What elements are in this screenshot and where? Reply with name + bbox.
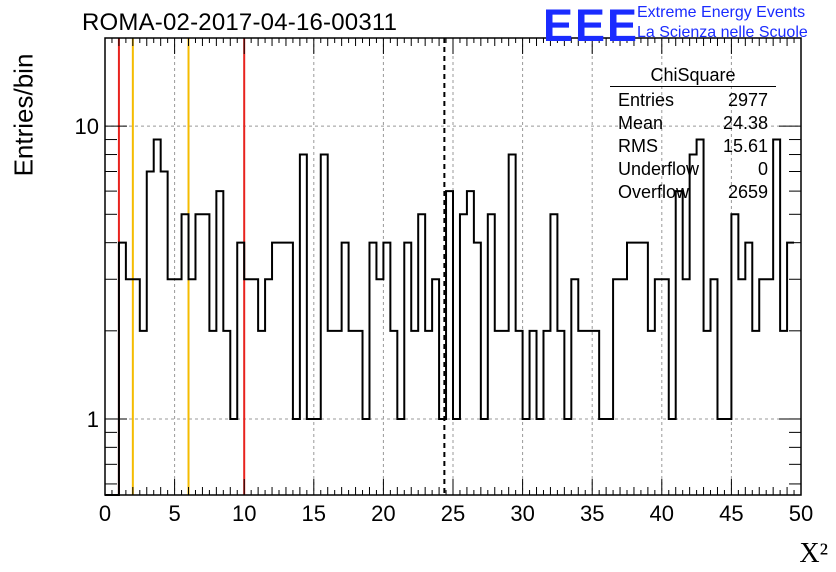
y-tick-label: 10	[75, 114, 99, 139]
logo-subtitle-1: Extreme Energy Events	[637, 4, 806, 21]
stats-row-underflow: Underflow 0	[618, 159, 768, 179]
x-tick-label: 40	[650, 501, 674, 526]
stats-row-overflow: Overflow 2659	[618, 182, 768, 202]
x-tick-label: 5	[168, 501, 180, 526]
x-tick-label: 35	[580, 501, 604, 526]
x-tick-label: 10	[232, 501, 256, 526]
logo-subtitle-2: La Scienza nelle Scuole	[637, 24, 808, 41]
stats-row-mean: Mean 24.38	[618, 113, 768, 133]
x-tick-label: 25	[441, 501, 465, 526]
x-tick-label: 30	[510, 501, 534, 526]
stats-row-rms: RMS 15.61	[618, 136, 768, 156]
y-tick-label: 1	[87, 407, 99, 432]
x-tick-label: 0	[99, 501, 111, 526]
x-tick-label: 45	[719, 501, 743, 526]
x-tick-label: 50	[789, 501, 813, 526]
chart-title: ROMA-02-2017-04-16-00311	[82, 9, 398, 36]
x-axis-label: X²	[799, 538, 828, 569]
eee-logo: EEE	[543, 0, 640, 51]
stats-box: ChiSquare Entries 2977 Mean 24.38 RMS 15.61…	[610, 65, 776, 204]
histogram-line	[105, 138, 795, 496]
stats-title: ChiSquare	[610, 65, 776, 87]
y-axis-label: Entries/bin	[8, 53, 39, 177]
tick-labels: 0 5 10 15 20 25 30 35 40 45 50 1 10	[75, 114, 814, 526]
x-tick-label: 20	[371, 501, 395, 526]
axis-ticks	[104, 37, 802, 495]
x-tick-label: 15	[302, 501, 326, 526]
stats-row-entries: Entries 2977	[618, 90, 768, 110]
